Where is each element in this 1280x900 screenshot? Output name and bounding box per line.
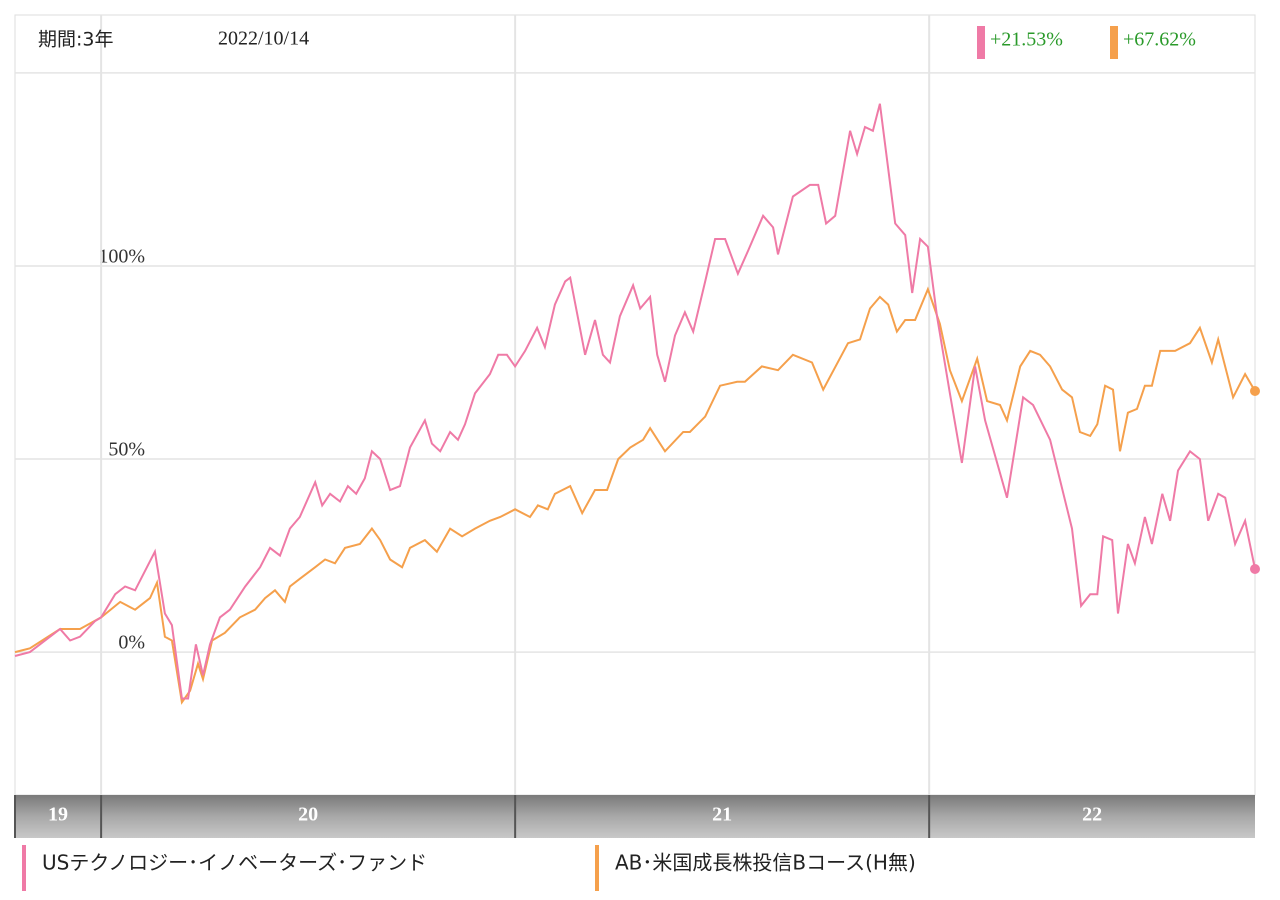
legend-label: AB･米国成長株投信Bコース(H無) bbox=[615, 851, 916, 875]
badge-swatch bbox=[1110, 26, 1118, 59]
end-value-label: +67.62% bbox=[1123, 29, 1196, 51]
series-line bbox=[14, 103, 1256, 700]
year-band bbox=[515, 795, 930, 838]
year-band bbox=[15, 795, 102, 838]
date-label: 2022/10/14 bbox=[218, 28, 309, 50]
series-line bbox=[14, 286, 1256, 705]
y-tick-label: 100% bbox=[98, 246, 145, 268]
header-area bbox=[16, 16, 1254, 69]
legend-swatch bbox=[595, 845, 599, 891]
badge-swatch bbox=[977, 26, 985, 59]
end-point bbox=[1250, 563, 1260, 574]
y-tick-label: 50% bbox=[108, 439, 145, 461]
plot-area bbox=[14, 14, 1256, 796]
year-band bbox=[929, 795, 1255, 838]
year-band-label: 22 bbox=[1082, 804, 1102, 826]
year-band-label: 20 bbox=[298, 804, 318, 826]
period-label: 期間:3年 bbox=[38, 29, 114, 51]
year-band-label: 19 bbox=[48, 804, 68, 826]
end-point bbox=[1250, 386, 1260, 397]
year-band bbox=[101, 795, 516, 838]
year-band-label: 21 bbox=[712, 804, 732, 826]
legend-label: USテクノロジー･イノベーターズ･ファンド bbox=[42, 851, 427, 875]
legend-swatch bbox=[22, 845, 26, 891]
y-tick-label: 0% bbox=[118, 632, 145, 654]
end-value-label: +21.53% bbox=[990, 29, 1063, 51]
